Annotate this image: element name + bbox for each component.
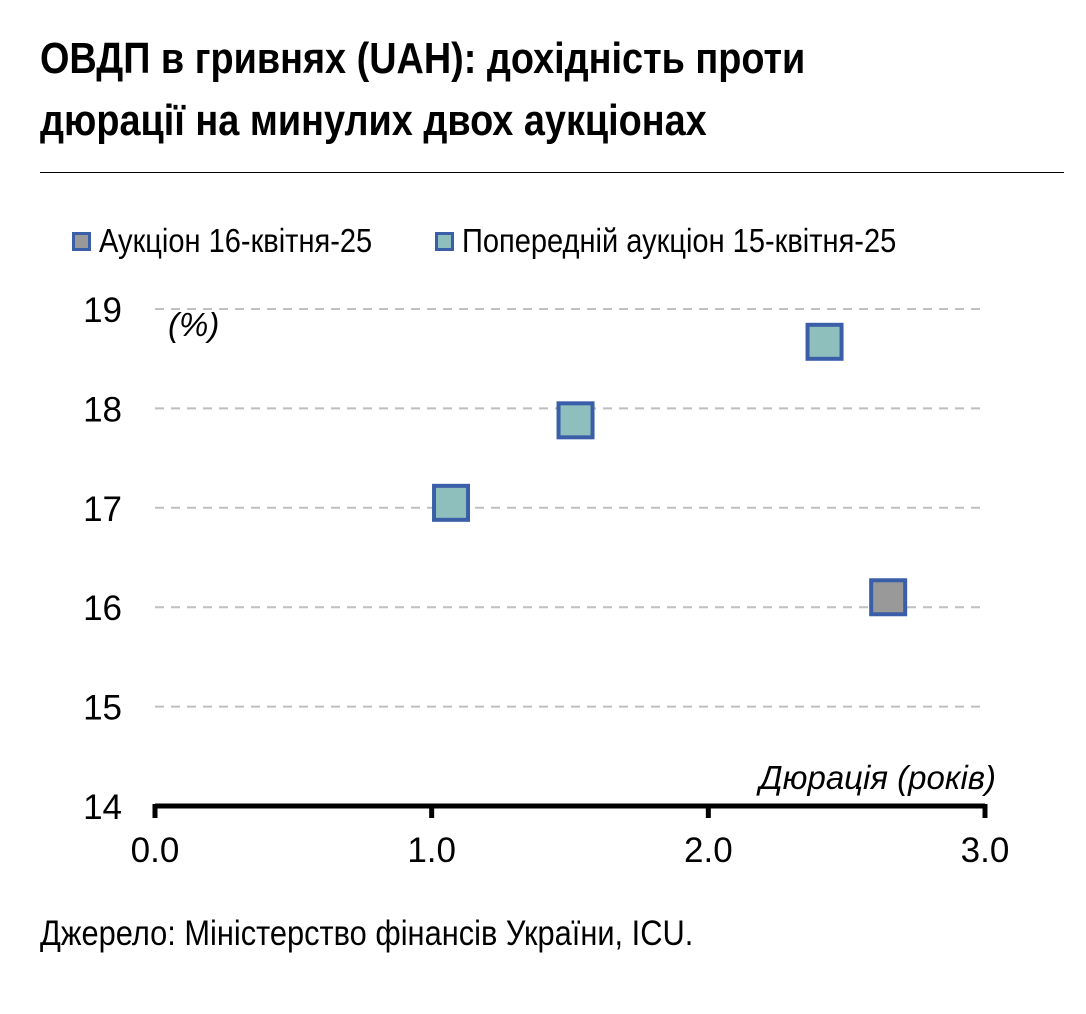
x-tick-label-0.0: 0.0 bbox=[131, 831, 180, 870]
chart-legend: Аукціон 16-квітня-25 Попередній аукціон … bbox=[72, 218, 982, 264]
y-tick-label-14: 14 bbox=[83, 788, 122, 827]
grid-lines bbox=[155, 308, 985, 708]
x-tick-label-1.0: 1.0 bbox=[407, 831, 456, 870]
legend-label-previous-auction: Попередній аукціон 15-квітня-25 bbox=[462, 222, 897, 259]
y-tick-label-18: 18 bbox=[83, 390, 122, 429]
data-points bbox=[432, 322, 908, 617]
legend-label-current-auction: Аукціон 16-квітня-25 bbox=[99, 222, 373, 259]
x-axis bbox=[152, 803, 988, 818]
legend-item-previous-auction: Попередній аукціон 15-квітня-25 bbox=[435, 222, 956, 260]
chart-title: ОВДП в гривнях (UAH): дохідність проти д… bbox=[40, 28, 900, 152]
x-tick-label-2.0: 2.0 bbox=[684, 831, 733, 870]
y-tick-label-15: 15 bbox=[83, 689, 122, 728]
chart-title-line-2: дюрації на минулих двох аукціонах bbox=[40, 96, 707, 145]
data-point-series-1-point-2 bbox=[805, 322, 844, 361]
chart-title-line-1: ОВДП в гривнях (UAH): дохідність проти bbox=[40, 34, 806, 83]
legend-swatch-previous-auction bbox=[435, 231, 455, 251]
x-axis-tick-labels: 0.0 1.0 2.0 3.0 bbox=[131, 831, 1010, 870]
x-tick-label-3.0: 3.0 bbox=[961, 831, 1010, 870]
source-note: Джерело: Міністерство фінансів України, … bbox=[40, 914, 694, 953]
legend-item-current-auction: Аукціон 16-квітня-25 bbox=[72, 222, 409, 260]
y-tick-label-19: 19 bbox=[83, 291, 122, 330]
data-point-series-0-point-0 bbox=[869, 578, 908, 617]
y-axis-tick-labels: 14 15 16 17 18 19 bbox=[83, 291, 122, 827]
y-tick-label-17: 17 bbox=[83, 490, 122, 529]
x-axis-label: Дюрація (років) bbox=[755, 759, 996, 796]
y-axis-label: (%) bbox=[168, 306, 219, 343]
data-point-series-1-point-1 bbox=[556, 401, 595, 440]
title-divider bbox=[40, 172, 1064, 173]
legend-swatch-current-auction bbox=[72, 231, 91, 251]
data-point-series-1-point-0 bbox=[432, 483, 471, 522]
scatter-chart: 14 15 16 17 18 19 (%) Дюрація (років) 0.0 1.0 2… bbox=[83, 291, 1010, 870]
y-tick-label-16: 16 bbox=[83, 589, 122, 628]
